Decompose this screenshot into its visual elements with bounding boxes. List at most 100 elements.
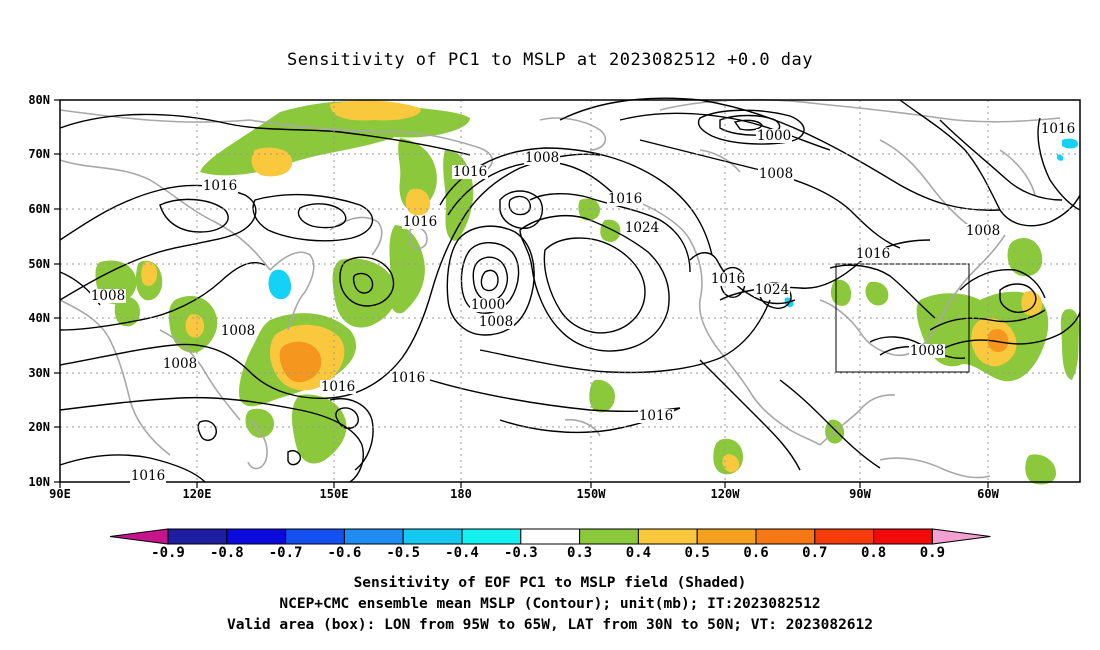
latitude-axis: 80N 70N 60N 50N 40N 30N 20N 10N bbox=[28, 93, 60, 489]
contour-label-bg bbox=[965, 224, 1001, 238]
colorbar-swatch bbox=[579, 528, 639, 545]
caption-line-3: Valid area (box): LON from 95W to 65W, L… bbox=[226, 617, 873, 633]
lon-label: 60W bbox=[977, 487, 999, 501]
contour-label-bg bbox=[524, 151, 560, 165]
contour-label: 1000 bbox=[757, 128, 791, 144]
caption-line-2: NCEP+CMC ensemble mean MSLP (Contour); u… bbox=[279, 596, 821, 612]
lon-label: 180 bbox=[450, 487, 472, 501]
contour-label-bg bbox=[638, 409, 674, 423]
colorbar-swatch bbox=[461, 528, 522, 545]
contour-labels: 1016100010081016101610161008101610241016… bbox=[90, 121, 1076, 484]
colorbar: -0.9 -0.8 -0.7 -0.6 -0.5 -0.4 -0.3 0.3 0.4 0.5 0.6… bbox=[109, 528, 991, 561]
colorbar-swatch bbox=[343, 528, 404, 545]
colorbar-label: 0.3 bbox=[567, 545, 592, 561]
contour-label: 1016 bbox=[391, 370, 425, 386]
contour-label: 1024 bbox=[755, 282, 789, 298]
colorbar-swatch bbox=[402, 528, 463, 545]
contour-label: 1016 bbox=[1041, 121, 1075, 137]
lat-label: 80N bbox=[28, 93, 50, 107]
colorbar-label: 0.4 bbox=[626, 545, 651, 561]
lon-label: 150E bbox=[320, 487, 349, 501]
contour-label: 1024 bbox=[625, 220, 659, 236]
colorbar-label: -0.9 bbox=[151, 545, 185, 561]
colorbar-label: -0.8 bbox=[210, 545, 244, 561]
contour-label-bg bbox=[624, 221, 660, 235]
colorbar-label: -0.4 bbox=[445, 545, 479, 561]
contour-label: 1016 bbox=[403, 214, 437, 230]
colorbar-swatch bbox=[167, 528, 228, 545]
contour-label: 1000 bbox=[471, 297, 505, 313]
colorbar-label: 0.5 bbox=[685, 545, 710, 561]
contour-label-bg bbox=[390, 371, 426, 385]
colorbar-label: 0.9 bbox=[920, 545, 945, 561]
mslp-contours bbox=[59, 97, 1081, 483]
contour-label-bg bbox=[855, 247, 891, 261]
contour-label: 1008 bbox=[91, 288, 125, 304]
map-gridlines bbox=[60, 100, 1080, 482]
colorbar-swatch bbox=[520, 528, 581, 545]
colorbar-swatch bbox=[755, 528, 816, 545]
contour-label: 1008 bbox=[479, 314, 513, 330]
contour-label: 1016 bbox=[453, 164, 487, 180]
colorbar-swatch bbox=[637, 528, 698, 545]
colorbar-label: 0.6 bbox=[743, 545, 768, 561]
lon-label: 150W bbox=[577, 487, 607, 501]
lon-label: 120E bbox=[183, 487, 212, 501]
map-frame bbox=[59, 99, 1081, 483]
colorbar-label: -0.7 bbox=[269, 545, 303, 561]
contour-label: 1016 bbox=[131, 468, 165, 484]
contour-label: 1008 bbox=[966, 223, 1000, 239]
map-title: Sensitivity of PC1 to MSLP at 2023082512… bbox=[286, 50, 813, 70]
contour-label-bg bbox=[202, 179, 238, 193]
contour-label-bg bbox=[758, 167, 794, 181]
colorbar-label: 0.7 bbox=[802, 545, 827, 561]
contour-label-bg bbox=[1040, 122, 1076, 136]
lat-label: 10N bbox=[28, 475, 50, 489]
lat-label: 30N bbox=[28, 366, 50, 380]
contour-label-bg bbox=[607, 192, 643, 206]
contour-label: 1016 bbox=[856, 246, 890, 262]
colorbar-label: 0.8 bbox=[861, 545, 886, 561]
lon-label: 90W bbox=[849, 487, 871, 501]
contour-label-bg bbox=[220, 324, 256, 338]
figure-captions: Sensitivity of EOF PC1 to MSLP field (Sh… bbox=[0, 573, 1100, 636]
contour-label-bg bbox=[130, 469, 166, 483]
contour-label: 1008 bbox=[525, 150, 559, 166]
contour-label-bg bbox=[162, 357, 198, 371]
contour-label: 1008 bbox=[221, 323, 255, 339]
colorbar-swatch bbox=[285, 528, 345, 545]
contour-label: 1016 bbox=[711, 271, 745, 287]
longitude-axis: 90E 120E 150E 180 150W 120W 90W 60W bbox=[49, 482, 1000, 501]
contour-label-bg bbox=[710, 272, 746, 286]
contour-label-bg bbox=[90, 289, 126, 303]
colorbar-swatch bbox=[696, 528, 757, 545]
lat-label: 50N bbox=[28, 257, 50, 271]
contour-label-bg bbox=[452, 165, 488, 179]
contour-label-bg bbox=[909, 344, 945, 358]
colorbar-right-arrow bbox=[931, 528, 991, 545]
contour-label-bg bbox=[402, 215, 438, 229]
colorbar-label: -0.6 bbox=[328, 545, 362, 561]
colorbar-swatch bbox=[814, 528, 875, 545]
colorbar-swatch bbox=[226, 528, 287, 545]
colorbar-swatch bbox=[873, 528, 933, 545]
lat-label: 20N bbox=[28, 420, 50, 434]
colorbar-label: -0.5 bbox=[386, 545, 420, 561]
contour-label: 1016 bbox=[321, 379, 355, 395]
lon-label: 120W bbox=[711, 487, 741, 501]
contour-label-bg bbox=[470, 298, 506, 312]
contour-label: 1016 bbox=[203, 178, 237, 194]
colorbar-label: -0.3 bbox=[504, 545, 538, 561]
contour-label: 1016 bbox=[608, 191, 642, 207]
contour-label: 1008 bbox=[910, 343, 944, 359]
lat-label: 70N bbox=[28, 147, 50, 161]
contour-label: 1008 bbox=[759, 166, 793, 182]
contour-label: 1008 bbox=[163, 356, 197, 372]
contour-label-bg bbox=[754, 283, 790, 297]
contour-label: 1016 bbox=[639, 408, 673, 424]
colorbar-left-arrow bbox=[109, 528, 169, 545]
contour-label-bg bbox=[320, 380, 356, 394]
lat-label: 60N bbox=[28, 202, 50, 216]
contour-label-bg bbox=[478, 315, 514, 329]
